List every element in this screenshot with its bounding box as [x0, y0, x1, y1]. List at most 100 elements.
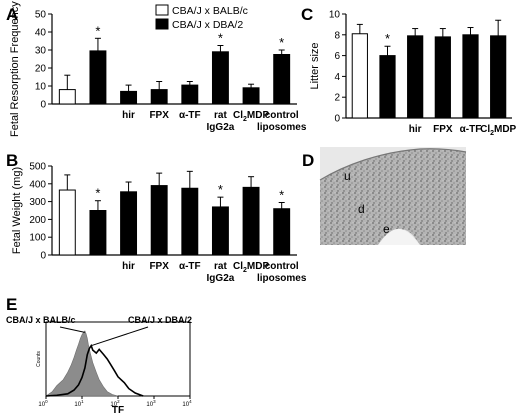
bar: [242, 186, 260, 256]
x-category-label-subscript: 2: [490, 130, 494, 137]
significance-marker: *: [279, 35, 284, 50]
x-category-label: hir: [122, 110, 135, 121]
x-category-label: hir: [122, 261, 135, 272]
x-category-label-line2: liposomes: [257, 273, 307, 284]
x-category-label: α-TF: [179, 110, 201, 121]
x-category-label: control: [265, 261, 299, 272]
y-axis-label: Litter size: [309, 42, 321, 89]
bar: [242, 87, 260, 105]
x-category-label-text: hir: [122, 261, 135, 272]
x-category-label-text: hir: [122, 110, 135, 121]
x-tick-label: 102: [110, 399, 120, 408]
legend: CBA/J x BALB/c CBA/J x DBA/2: [155, 4, 248, 31]
y-tick-label: 50: [35, 10, 47, 21]
bar: [89, 50, 107, 105]
significance-marker: *: [95, 23, 100, 38]
bar: [462, 34, 479, 119]
panel-letter-d: D: [302, 151, 314, 170]
bar: [89, 210, 107, 256]
x-category-label: FPX: [433, 124, 453, 135]
y-tick-label: 500: [29, 162, 46, 173]
x-tick-label-exponent: 4: [189, 399, 192, 404]
legend-swatch-balbc: [155, 4, 169, 16]
bar: [120, 191, 138, 256]
micrograph-label-e: e: [383, 222, 390, 236]
x-category-label-text: Cl: [480, 124, 490, 135]
y-tick-label: 20: [35, 64, 47, 75]
y-tick-label: 6: [334, 51, 340, 62]
x-category-label: rat: [214, 110, 227, 121]
x-category-label: Cl2MDP: [233, 110, 269, 123]
y-tick-label: 10: [329, 10, 341, 21]
x-category-label-text: control: [265, 261, 299, 272]
significance-marker: *: [95, 186, 100, 201]
x-category-label: α-TF: [179, 261, 201, 272]
x-category-label-line2: IgG2a: [207, 273, 235, 284]
callout-leader-dba2: [91, 326, 149, 347]
bar: [150, 89, 168, 105]
y-axis-label: Fetal Weight (mg): [11, 167, 23, 254]
x-tick-label-base: 10: [146, 402, 153, 408]
x-category-label-tail: MDP: [247, 110, 270, 121]
x-tick-label: 101: [74, 399, 84, 408]
x-category-label-text: α-TF: [460, 124, 482, 135]
x-category-label-line2: IgG2a: [207, 122, 235, 133]
micrograph-label-d: d: [358, 202, 365, 216]
y-tick-label: 4: [334, 72, 340, 83]
bar: [181, 187, 199, 256]
panel-letter-c: C: [301, 5, 313, 24]
y-tick-label: 0: [40, 251, 46, 262]
bar: [211, 206, 229, 256]
bar: [211, 51, 229, 105]
series-callout-balbc: CBA/J x BALB/c: [6, 315, 76, 325]
histogram-series-dba2: [45, 343, 144, 397]
y-tick-label: 100: [29, 233, 46, 244]
bar: [351, 33, 368, 119]
bar: [273, 208, 291, 256]
x-tick-label-exponent: 2: [117, 399, 120, 404]
bar: [58, 189, 76, 256]
micrograph-panel-d: u d e: [319, 147, 467, 245]
x-category-label-text: rat: [214, 110, 227, 121]
significance-marker: *: [279, 187, 284, 202]
bar: [58, 89, 76, 105]
legend-swatch-dba2: [155, 18, 169, 30]
significance-marker: *: [385, 31, 390, 46]
x-category-label-text: FPX: [149, 261, 169, 272]
x-category-label: hir: [409, 124, 422, 135]
bar: [434, 36, 451, 119]
x-category-label: rat: [214, 261, 227, 272]
panel-letter-b: B: [6, 151, 18, 170]
x-tick-label-base: 10: [182, 402, 189, 408]
x-category-label-tail: MDP: [494, 124, 517, 135]
series-callout-dba2: CBA/J x DBA/2: [128, 315, 192, 325]
x-tick-label: 100: [38, 399, 48, 408]
x-category-label-text: FPX: [433, 124, 453, 135]
x-category-label-text: Cl: [233, 110, 243, 121]
x-category-label-tail: MDP: [247, 261, 270, 272]
x-tick-label-base: 10: [110, 402, 117, 408]
x-category-label: α-TF: [460, 124, 482, 135]
x-category-label: control: [265, 110, 299, 121]
bar: [181, 84, 199, 105]
x-category-label: FPX: [149, 261, 169, 272]
y-axis-label: Fetal Resorption Frequency (%): [9, 0, 21, 137]
bar: [407, 35, 424, 119]
bar: [150, 185, 168, 256]
micrograph-tissue: [320, 148, 466, 245]
x-category-label-line2: liposomes: [257, 122, 307, 133]
y-tick-label: 10: [35, 82, 47, 93]
legend-label-balbc: CBA/J x BALB/c: [172, 5, 248, 17]
bar: [273, 54, 291, 105]
x-category-label-text: α-TF: [179, 261, 201, 272]
y-tick-label: 0: [40, 100, 46, 111]
x-category-label-text: rat: [214, 261, 227, 272]
y-tick-label: 0: [334, 114, 340, 125]
callout-leader-balbc: [59, 326, 85, 333]
x-tick-label-base: 10: [74, 402, 81, 408]
x-tick-label-exponent: 3: [153, 399, 156, 404]
x-tick-label: 103: [146, 399, 156, 408]
x-category-label-subscript: 2: [243, 267, 247, 274]
